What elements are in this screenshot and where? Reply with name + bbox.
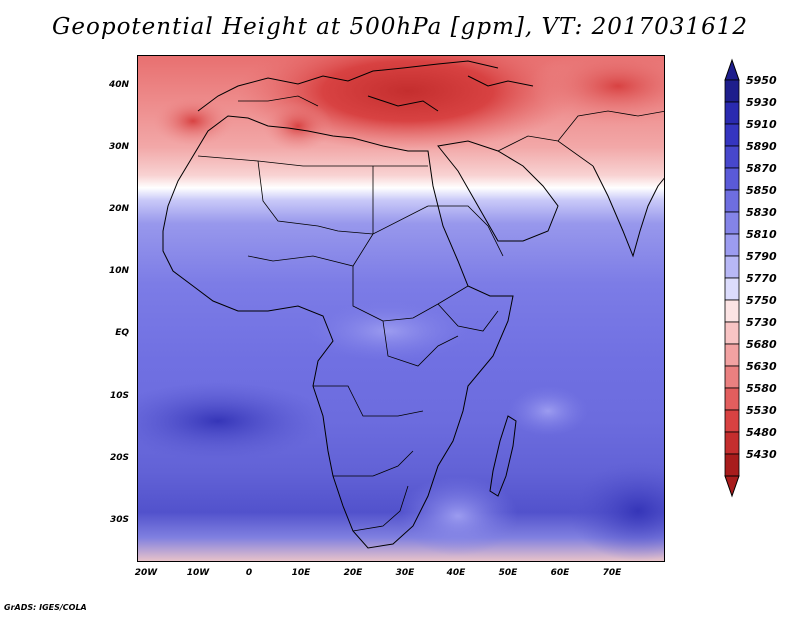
height-field-map [138, 56, 664, 561]
colorbar-swatch [724, 299, 740, 323]
colorbar-swatch [724, 431, 740, 455]
colorbar-arrow-bottom [724, 475, 740, 498]
colorbar-label: 5750 [746, 294, 777, 307]
colorbar-label: 5730 [746, 316, 777, 329]
colorbar-swatch [724, 189, 740, 213]
lat-label-10n: 10N [108, 266, 129, 276]
colorbar-arrow-top [724, 58, 740, 81]
colorbar-label: 5870 [746, 162, 777, 175]
colorbar-label: 5790 [746, 250, 777, 263]
lon-label-20e: 20E [343, 568, 363, 578]
grads-credit: GrADS: IGES/COLA [4, 603, 87, 612]
colorbar-svg [724, 58, 740, 498]
colorbar-label: 5910 [746, 118, 777, 131]
colorbar-label: 5580 [746, 382, 777, 395]
lat-label-20n: 20N [108, 204, 129, 214]
lat-label-20s: 20S [109, 453, 129, 463]
colorbar-label: 5950 [746, 74, 777, 87]
lon-label-50e: 50E [498, 568, 518, 578]
colorbar-label: 5680 [746, 338, 777, 351]
colorbar-label: 5830 [746, 206, 777, 219]
colorbar-label: 5430 [746, 448, 777, 461]
colorbar-label: 5480 [746, 426, 777, 439]
colorbar-swatch [724, 123, 740, 147]
lat-label-eq: EQ [115, 328, 129, 338]
colorbar-swatch [724, 277, 740, 301]
lon-label-0: 0 [245, 568, 253, 578]
colorbar-swatch [724, 211, 740, 235]
colorbar-swatch [724, 145, 740, 169]
colorbar-swatch [724, 255, 740, 279]
lat-label-30n: 30N [108, 142, 129, 152]
colorbar-label: 5850 [746, 184, 777, 197]
colorbar-swatch [724, 101, 740, 125]
colorbar-swatch [724, 343, 740, 367]
colorbar-swatch [724, 453, 740, 477]
country-borders [197, 95, 664, 532]
map-title: Geopotential Height at 500hPa [gpm], VT:… [52, 14, 748, 40]
lon-label-40e: 40E [446, 568, 466, 578]
coastlines [162, 60, 664, 549]
lon-label-10w: 10W [186, 568, 210, 578]
map-panel [137, 55, 665, 562]
colorbar-label: 5630 [746, 360, 777, 373]
colorbar-swatch [724, 233, 740, 257]
colorbar-swatch [724, 79, 740, 103]
colorbar-label: 5930 [746, 96, 777, 109]
lon-label-10e: 10E [291, 568, 311, 578]
lon-label-70e: 70E [602, 568, 622, 578]
colorbar-label: 5890 [746, 140, 777, 153]
lat-label-30s: 30S [109, 515, 129, 525]
lon-label-60e: 60E [550, 568, 570, 578]
colorbar-label: 5810 [746, 228, 777, 241]
lat-label-40n: 40N [108, 80, 129, 90]
colorbar-label: 5530 [746, 404, 777, 417]
colorbar-swatch [724, 321, 740, 345]
lon-label-30e: 30E [395, 568, 415, 578]
colorbar-swatch [724, 409, 740, 433]
colorbar-swatch [724, 365, 740, 389]
colorbar-swatch [724, 387, 740, 411]
colorbar-swatch [724, 167, 740, 191]
lon-label-20w: 20W [134, 568, 158, 578]
colorbar-label: 5770 [746, 272, 777, 285]
lat-label-10s: 10S [109, 391, 129, 401]
